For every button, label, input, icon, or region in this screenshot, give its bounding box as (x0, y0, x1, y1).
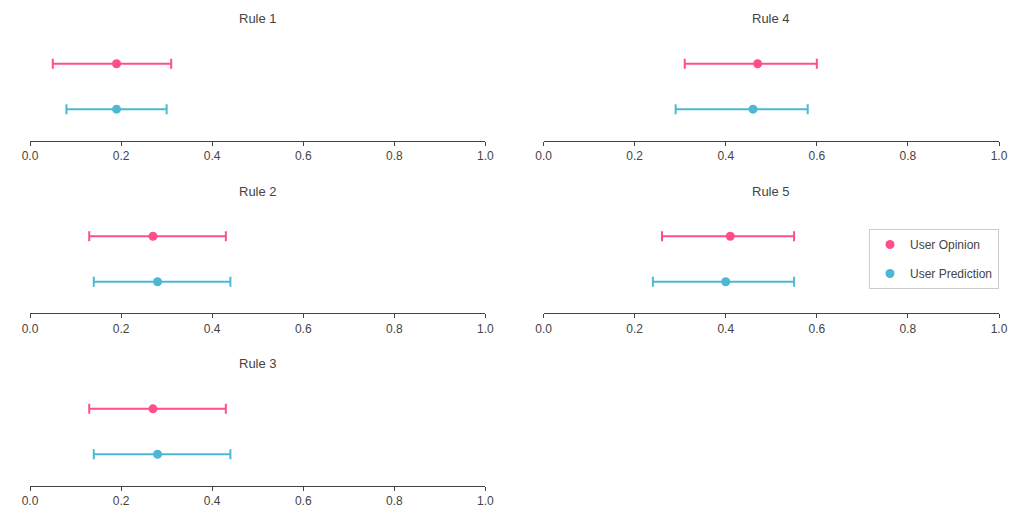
svg-text:0.6: 0.6 (808, 149, 825, 163)
svg-text:0.6: 0.6 (808, 322, 825, 336)
svg-text:Rule 1: Rule 1 (239, 11, 277, 26)
svg-text:0.8: 0.8 (386, 494, 403, 508)
svg-text:0.2: 0.2 (113, 322, 130, 336)
svg-text:0.2: 0.2 (113, 149, 130, 163)
svg-text:0.0: 0.0 (22, 322, 39, 336)
svg-text:0.6: 0.6 (295, 149, 312, 163)
svg-text:0.6: 0.6 (295, 494, 312, 508)
svg-text:0.2: 0.2 (113, 494, 130, 508)
svg-text:0.0: 0.0 (22, 149, 39, 163)
svg-text:1.0: 1.0 (477, 149, 494, 163)
svg-text:0.4: 0.4 (717, 322, 734, 336)
svg-text:0.4: 0.4 (204, 494, 221, 508)
svg-text:1.0: 1.0 (477, 494, 494, 508)
svg-text:User Prediction: User Prediction (910, 267, 992, 281)
svg-text:1.0: 1.0 (991, 322, 1008, 336)
svg-text:0.0: 0.0 (22, 494, 39, 508)
svg-text:1.0: 1.0 (477, 322, 494, 336)
svg-text:0.4: 0.4 (717, 149, 734, 163)
svg-text:0.8: 0.8 (900, 149, 917, 163)
svg-text:0.0: 0.0 (535, 149, 552, 163)
svg-text:0.8: 0.8 (900, 322, 917, 336)
svg-text:0.2: 0.2 (626, 322, 643, 336)
svg-text:0.6: 0.6 (295, 322, 312, 336)
svg-text:1.0: 1.0 (991, 149, 1008, 163)
svg-text:0.8: 0.8 (386, 149, 403, 163)
svg-text:0.2: 0.2 (626, 149, 643, 163)
svg-text:Rule 3: Rule 3 (239, 356, 277, 371)
svg-text:User Opinion: User Opinion (910, 238, 980, 252)
svg-text:0.4: 0.4 (204, 322, 221, 336)
svg-text:Rule 5: Rule 5 (752, 184, 790, 199)
svg-text:Rule 2: Rule 2 (239, 184, 277, 199)
svg-text:0.4: 0.4 (204, 149, 221, 163)
svg-text:Rule 4: Rule 4 (752, 11, 790, 26)
svg-text:0.0: 0.0 (535, 322, 552, 336)
svg-text:0.8: 0.8 (386, 322, 403, 336)
